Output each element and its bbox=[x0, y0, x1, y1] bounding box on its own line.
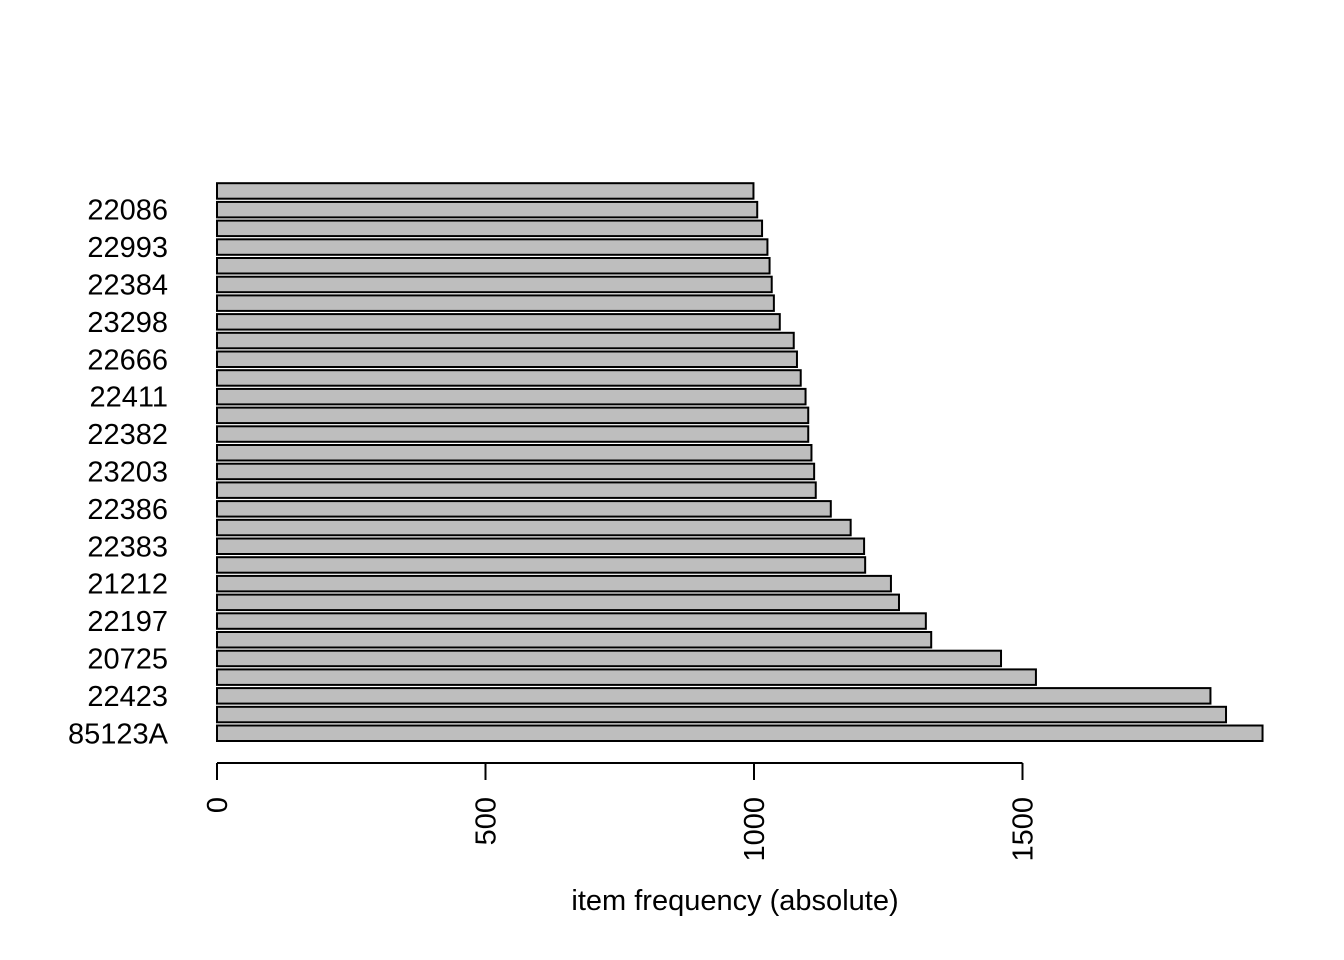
bar bbox=[216, 219, 764, 238]
category-label: 22993 bbox=[87, 232, 168, 264]
x-axis-label: item frequency (absolute) bbox=[571, 885, 898, 917]
bar bbox=[216, 406, 810, 425]
bar bbox=[216, 425, 810, 443]
category-label: 23298 bbox=[87, 307, 168, 339]
bar bbox=[216, 257, 771, 275]
x-tick-label: 0 bbox=[202, 797, 234, 813]
category-label: 22386 bbox=[87, 494, 168, 526]
category-label: 22197 bbox=[87, 606, 168, 638]
bar bbox=[216, 556, 867, 574]
category-label: 22666 bbox=[87, 344, 168, 376]
bar bbox=[216, 313, 781, 331]
category-label: 22086 bbox=[87, 195, 168, 227]
bar bbox=[216, 200, 759, 219]
bar bbox=[216, 294, 775, 312]
bar bbox=[216, 631, 933, 649]
category-label: 21212 bbox=[87, 569, 168, 601]
bar bbox=[216, 724, 1264, 742]
category-label: 85123A bbox=[68, 718, 169, 750]
bar bbox=[216, 238, 769, 256]
category-labels-group: 85123A 22423 20725 22197 21212 22383 22386 2320… bbox=[68, 195, 169, 751]
category-label: 20725 bbox=[87, 643, 168, 675]
bar bbox=[216, 612, 927, 630]
category-label: 22382 bbox=[87, 419, 168, 451]
bar bbox=[216, 444, 813, 462]
bar bbox=[216, 350, 798, 368]
x-axis: 0 500 1000 1500 bbox=[202, 762, 1040, 862]
category-label: 22411 bbox=[90, 382, 169, 414]
bar bbox=[216, 481, 817, 499]
x-tick-label: 1000 bbox=[739, 797, 771, 862]
x-tick-label: 1500 bbox=[1008, 797, 1040, 862]
bar bbox=[216, 687, 1212, 705]
category-label: 23203 bbox=[87, 456, 168, 488]
bar bbox=[216, 462, 816, 481]
bars-group bbox=[216, 182, 1264, 742]
bar bbox=[216, 500, 832, 518]
bar bbox=[216, 668, 1037, 686]
bar bbox=[216, 387, 807, 406]
x-tick-label: 500 bbox=[471, 797, 503, 845]
category-label: 22423 bbox=[87, 681, 168, 713]
bar bbox=[216, 182, 755, 200]
bar bbox=[216, 537, 866, 555]
bar bbox=[216, 574, 892, 593]
category-label: 22384 bbox=[87, 269, 168, 301]
bar bbox=[216, 705, 1228, 724]
bar bbox=[216, 331, 795, 350]
bar bbox=[216, 518, 852, 537]
bar bbox=[216, 593, 900, 612]
bar bbox=[216, 369, 802, 387]
category-label: 22383 bbox=[87, 531, 168, 563]
bar bbox=[216, 649, 1003, 668]
bar bbox=[216, 275, 773, 294]
